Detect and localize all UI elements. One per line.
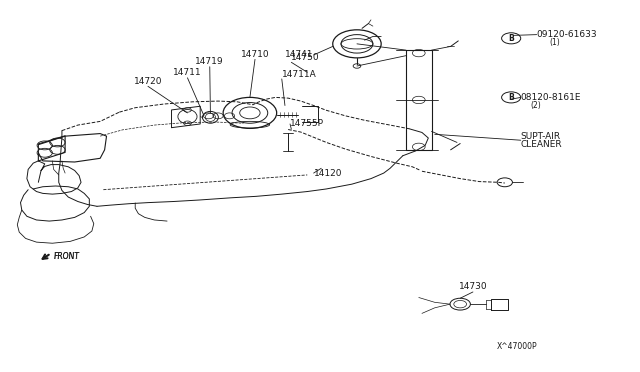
Text: 14755P: 14755P xyxy=(290,119,324,128)
Text: 14711: 14711 xyxy=(173,68,202,77)
Text: 14710: 14710 xyxy=(241,49,269,59)
Text: 14730: 14730 xyxy=(459,282,487,291)
Text: 08120-8161E: 08120-8161E xyxy=(521,93,581,102)
Text: (2): (2) xyxy=(531,101,541,110)
Text: 14720: 14720 xyxy=(134,77,162,86)
Text: FRONT: FRONT xyxy=(54,251,79,261)
Text: 14750: 14750 xyxy=(291,53,320,62)
Text: 09120-61633: 09120-61633 xyxy=(537,30,597,39)
Text: SUPT-AIR: SUPT-AIR xyxy=(521,132,561,141)
Text: CLEANER: CLEANER xyxy=(521,140,563,149)
Text: 14120: 14120 xyxy=(314,169,342,177)
Text: B: B xyxy=(508,93,514,102)
Text: 14741: 14741 xyxy=(285,51,314,60)
Text: 14719: 14719 xyxy=(195,57,224,66)
Text: (1): (1) xyxy=(549,38,560,47)
Text: 14711A: 14711A xyxy=(282,70,317,79)
Text: FRONT: FRONT xyxy=(54,251,79,261)
Text: X^47000P: X^47000P xyxy=(497,342,538,351)
Text: B: B xyxy=(508,34,514,43)
